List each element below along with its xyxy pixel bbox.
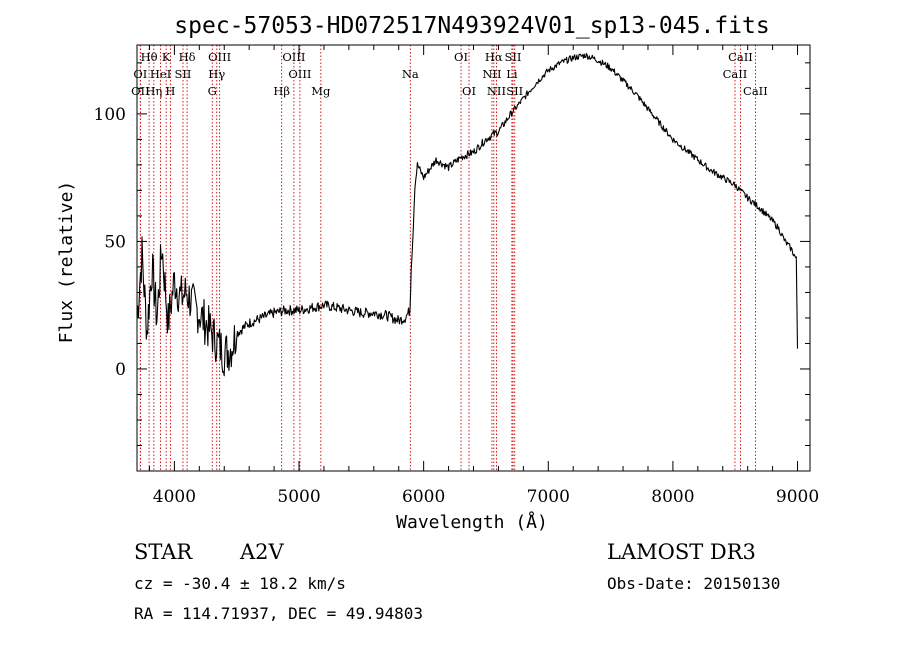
spectrum-series: [136, 52, 799, 377]
spectral-line-label: SII: [506, 84, 523, 98]
spectral-line-label: HeI: [150, 67, 171, 81]
spectral-line-label: Hα: [485, 50, 503, 64]
y-tick-label: 0: [115, 360, 126, 380]
spectral-line-label: OI: [462, 84, 476, 98]
spectrum-line: [136, 52, 799, 377]
x-axis-label: Wavelength (Å): [396, 511, 548, 533]
spectral-line-label: Hθ: [141, 50, 158, 64]
redshift-cz: cz = -30.4 ± 18.2 km/s: [134, 574, 346, 593]
spectral-line-label: Hγ: [208, 67, 225, 81]
object-class: STAR: [134, 540, 193, 564]
spectral-line-label: CaII: [723, 67, 748, 81]
plot-frame: [136, 44, 811, 472]
x-tick-label: 6000: [402, 487, 445, 507]
spectral-line-label: OI: [133, 67, 147, 81]
y-tick-labels: 0 50 100: [94, 105, 126, 380]
x-tick-label: 4000: [153, 487, 196, 507]
spectral-line-markers: [139, 45, 756, 471]
spectral-line-label: Mg: [311, 84, 331, 98]
spectral-line-label: Na: [402, 67, 419, 81]
survey-name: LAMOST DR3: [607, 540, 756, 564]
y-tick-label: 50: [104, 232, 126, 252]
spectral-line-label: Hδ: [179, 50, 196, 64]
axis-ticks: [137, 45, 810, 471]
x-tick-label: 9000: [776, 487, 819, 507]
spectral-line-label: CaII: [728, 50, 753, 64]
spectral-line-label: OII: [131, 84, 150, 98]
spectral-line-label: Hη: [145, 84, 162, 98]
spectral-line-label: OIII: [288, 67, 311, 81]
spectral-line-label: NII: [482, 67, 501, 81]
x-tick-label: 8000: [651, 487, 694, 507]
spectral-line-label: OI: [454, 50, 468, 64]
spectral-line-label: CaII: [743, 84, 768, 98]
x-tick-labels: 4000 5000 6000 7000 8000 9000: [153, 487, 819, 507]
spectral-line-label: SII: [175, 67, 192, 81]
spectral-line-label: K: [162, 50, 171, 64]
x-tick-label: 7000: [527, 487, 570, 507]
observation-date: Obs-Date: 20150130: [607, 574, 780, 593]
spectral-line-label: OIII: [208, 50, 231, 64]
y-tick-label: 100: [94, 105, 126, 125]
y-axis-label: Flux (relative): [56, 181, 77, 344]
spectral-line-label: OIII: [282, 50, 305, 64]
object-subclass: A2V: [239, 540, 285, 564]
spectral-line-label: Li: [506, 67, 518, 81]
spectral-line-label: NII: [487, 84, 506, 98]
chart-title: spec-57053-HD072517N493924V01_sp13-045.f…: [174, 13, 769, 39]
x-tick-label: 5000: [277, 487, 320, 507]
spectral-line-label: H: [165, 84, 175, 98]
spectral-line-label: SII: [505, 50, 522, 64]
spectral-line-label: G: [208, 84, 217, 98]
coordinates: RA = 114.71937, DEC = 49.94803: [134, 604, 423, 623]
spectral-line-label: Hβ: [273, 84, 290, 98]
